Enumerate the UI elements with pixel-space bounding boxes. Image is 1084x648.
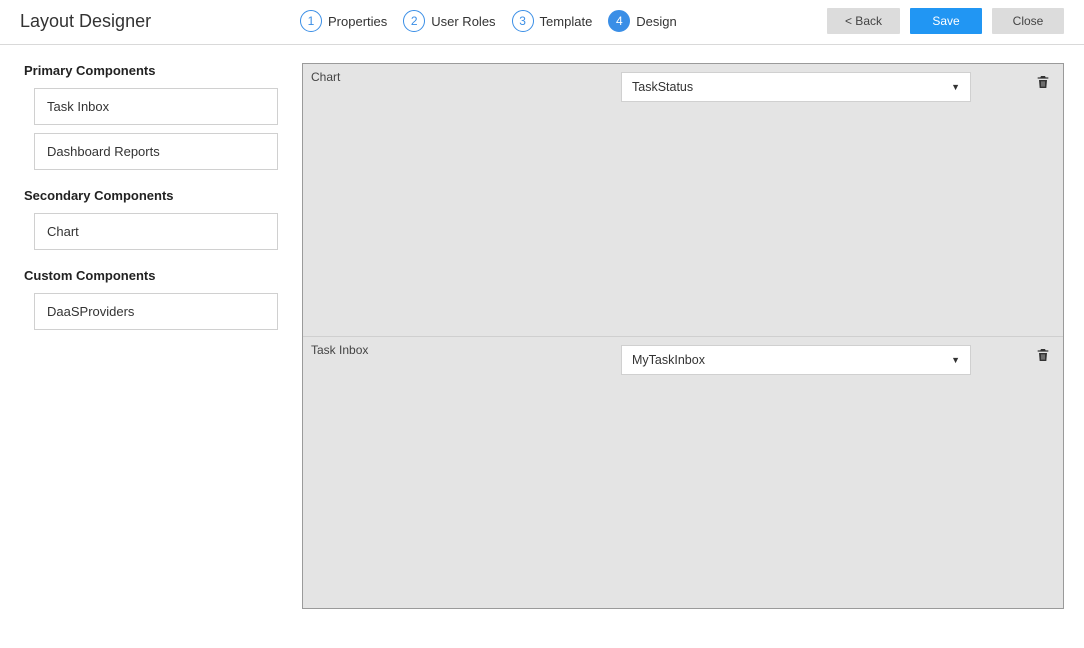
wizard-steps: 1 Properties 2 User Roles 3 Template 4 D… [300,10,687,32]
sidebar-section-primary: Primary Components Task Inbox Dashboard … [20,63,278,170]
close-button[interactable]: Close [992,8,1064,34]
step-label: Template [540,14,593,29]
panel-dropdown-value: MyTaskInbox [632,353,705,367]
step-label: User Roles [431,14,495,29]
page-title: Layout Designer [20,11,300,32]
sidebar-section-title: Custom Components [24,268,278,283]
sidebar-section-secondary: Secondary Components Chart [20,188,278,250]
sidebar-section-title: Secondary Components [24,188,278,203]
step-user-roles[interactable]: 2 User Roles [403,10,495,32]
delete-panel-button[interactable] [1035,347,1051,368]
save-button[interactable]: Save [910,8,982,34]
top-actions: < Back Save Close [827,8,1064,34]
chevron-down-icon: ▼ [951,355,960,365]
panel-label: Chart [311,70,340,84]
canvas-panel-chart[interactable]: Chart TaskStatus ▼ [303,64,1063,336]
panel-label: Task Inbox [311,343,368,357]
panel-dropdown-value: TaskStatus [632,80,693,94]
back-button[interactable]: < Back [827,8,900,34]
step-label: Properties [328,14,387,29]
step-template[interactable]: 3 Template [512,10,593,32]
sidebar-section-title: Primary Components [24,63,278,78]
top-bar: Layout Designer 1 Properties 2 User Role… [0,0,1084,45]
sidebar-section-custom: Custom Components DaaSProviders [20,268,278,330]
delete-panel-button[interactable] [1035,74,1051,95]
trash-icon [1035,350,1051,367]
step-properties[interactable]: 1 Properties [300,10,387,32]
step-number: 3 [512,10,534,32]
sidebar-item-dashboard-reports[interactable]: Dashboard Reports [34,133,278,170]
sidebar-item-daasproviders[interactable]: DaaSProviders [34,293,278,330]
step-number: 4 [608,10,630,32]
body: Primary Components Task Inbox Dashboard … [0,45,1084,629]
panel-dropdown[interactable]: MyTaskInbox ▼ [621,345,971,375]
trash-icon [1035,77,1051,94]
panel-dropdown[interactable]: TaskStatus ▼ [621,72,971,102]
step-number: 1 [300,10,322,32]
sidebar-item-chart[interactable]: Chart [34,213,278,250]
step-design[interactable]: 4 Design [608,10,676,32]
canvas-panel-task-inbox[interactable]: Task Inbox MyTaskInbox ▼ [303,336,1063,609]
chevron-down-icon: ▼ [951,82,960,92]
step-label: Design [636,14,676,29]
design-canvas: Chart TaskStatus ▼ Task Inbox MyTaskInbo… [302,63,1064,609]
sidebar-item-task-inbox[interactable]: Task Inbox [34,88,278,125]
step-number: 2 [403,10,425,32]
sidebar: Primary Components Task Inbox Dashboard … [20,63,278,609]
